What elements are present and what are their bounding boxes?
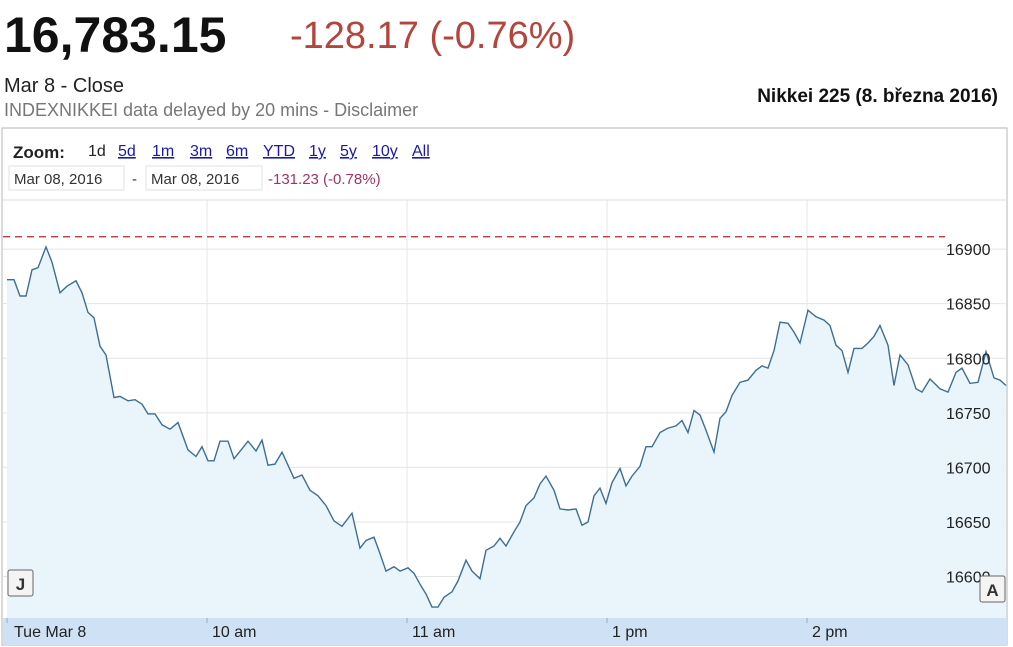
zoom-option[interactable]: 5y <box>340 143 357 160</box>
price-change: -128.17 (-0.76%) <box>290 15 575 57</box>
range-from[interactable]: Mar 08, 2016 <box>14 171 102 188</box>
x-tick-label: Tue Mar 8 <box>14 624 86 641</box>
x-tick-label: 11 am <box>412 624 455 641</box>
area <box>7 246 1006 618</box>
zoom-option[interactable]: YTD <box>263 143 295 160</box>
zoom-option[interactable]: 1y <box>309 143 326 160</box>
zoom-option[interactable]: 3m <box>190 143 212 160</box>
x-axis-band <box>3 618 1007 645</box>
y-tick-label: 16850 <box>946 297 991 314</box>
y-tick-label: 16900 <box>946 242 991 259</box>
range-to[interactable]: Mar 08, 2016 <box>151 171 239 188</box>
y-tick-label: 16800 <box>946 351 991 368</box>
zoom-option[interactable]: 1d <box>88 143 106 160</box>
chart-caption: Nikkei 225 (8. března 2016) <box>757 86 998 107</box>
y-tick-label: 16650 <box>946 515 991 532</box>
close-label: Mar 8 - Close <box>4 75 124 97</box>
y-tick-label: 16600 <box>946 570 991 587</box>
range-separator: - <box>132 171 137 188</box>
range-to-box[interactable] <box>145 165 263 191</box>
zoom-label: Zoom: <box>13 143 65 162</box>
event-flag-label[interactable]: A <box>986 581 998 600</box>
zoom-option[interactable]: 6m <box>226 143 248 160</box>
event-flag-label[interactable]: J <box>16 575 25 594</box>
price-line <box>7 244 1007 608</box>
range-change: -131.23 (-0.78%) <box>268 171 381 188</box>
zoom-option[interactable]: 10y <box>372 143 398 160</box>
source-note: INDEXNIKKEI data delayed by 20 mins - Di… <box>4 100 418 120</box>
x-tick-label: 2 pm <box>812 624 848 641</box>
y-tick-label: 16750 <box>946 406 991 423</box>
zoom-option[interactable]: 5d <box>118 143 136 160</box>
event-flag[interactable] <box>7 569 34 597</box>
range-from-box[interactable] <box>8 165 125 191</box>
x-tick-label: 1 pm <box>612 624 648 641</box>
x-tick-label: 10 am <box>212 624 256 641</box>
y-tick-label: 16700 <box>946 460 991 477</box>
price: 16,783.15 <box>4 7 226 63</box>
zoom-option[interactable]: All <box>412 143 430 160</box>
zoom-option[interactable]: 1m <box>152 143 174 160</box>
event-flag[interactable] <box>979 575 1006 603</box>
